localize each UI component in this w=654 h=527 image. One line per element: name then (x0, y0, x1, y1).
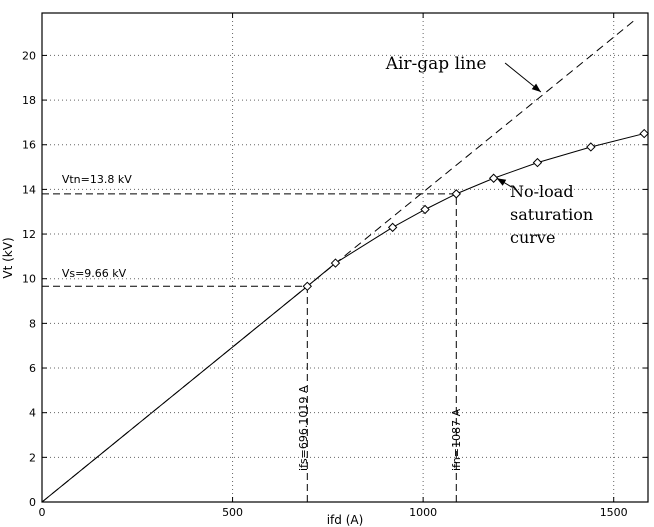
y-tick-label: 14 (22, 183, 36, 196)
x-tick-label: 500 (222, 506, 243, 519)
annotation-arrows-layer (496, 62, 542, 188)
data-point-marker (532, 157, 543, 168)
y-tick-label: 4 (29, 407, 36, 420)
series-no-load-saturation-curve (41, 133, 645, 503)
series-layer (41, 18, 649, 503)
data-point-marker (488, 173, 499, 183)
y-tick-label: 8 (29, 317, 36, 330)
y-tick-label: 20 (22, 49, 36, 62)
data-point-marker (330, 258, 341, 268)
reference-lines-layer (42, 193, 457, 502)
y-tick-label: 6 (29, 362, 36, 375)
y-axis-label: Vt (kV) (1, 237, 15, 278)
y-tick-label: 12 (22, 228, 36, 241)
data-point-marker (451, 189, 461, 199)
x-tick-label: 1000 (409, 506, 437, 519)
data-point-marker (420, 204, 430, 215)
plot-frame (41, 12, 649, 503)
y-tick-label: 10 (22, 273, 36, 286)
no-load-arrow-head (496, 178, 507, 186)
data-point-marker (586, 142, 596, 152)
data-point-marker (387, 222, 398, 233)
axes-frame-layer: 0 500 1000 1500 0 2 4 6 8 10 12 14 16 18 20 (22, 12, 649, 519)
y-tick-label: 2 (29, 451, 36, 464)
x-tick-label: 1500 (600, 506, 628, 519)
y-tick-label: 16 (22, 139, 36, 152)
grid-layer (42, 13, 648, 502)
air-gap-arrow-head (531, 83, 541, 93)
data-point-marker (302, 281, 313, 292)
x-axis-label: ifd (A) (327, 513, 364, 527)
data-point-marker (639, 128, 649, 139)
y-tick-label: 0 (29, 496, 36, 509)
x-tick-label: 0 (39, 506, 46, 519)
y-tick-label: 18 (22, 94, 36, 107)
